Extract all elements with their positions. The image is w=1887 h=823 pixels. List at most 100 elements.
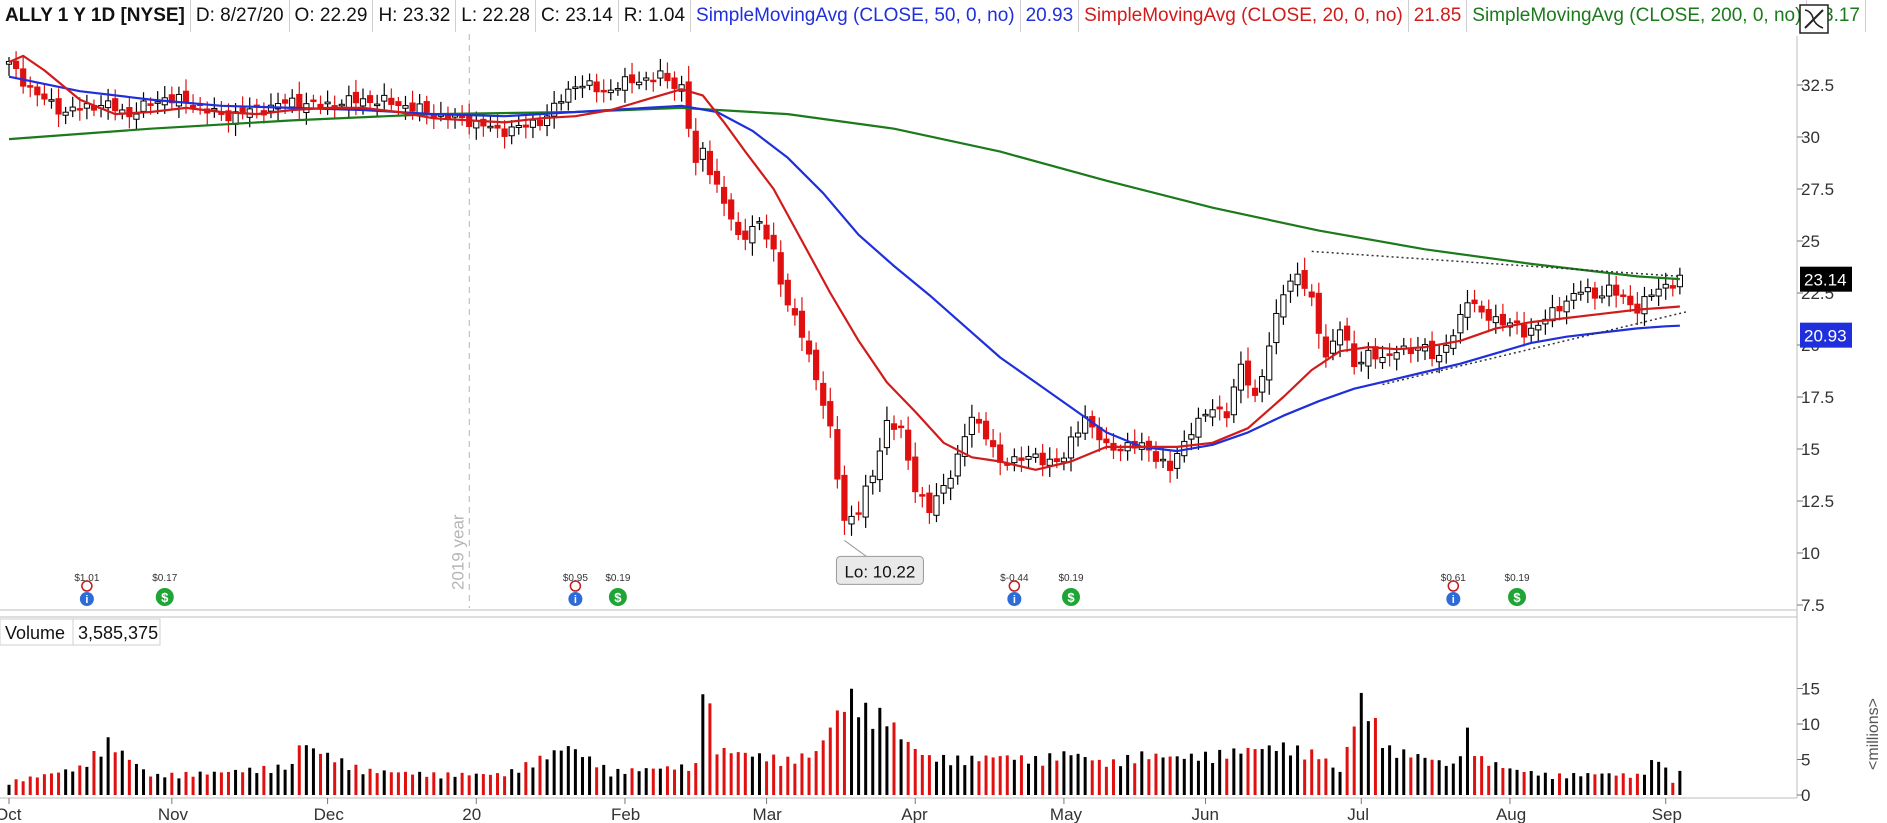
candle xyxy=(41,83,48,106)
candle-body xyxy=(211,107,218,111)
dividend-marker[interactable]: $0.19 $ xyxy=(1505,573,1530,606)
candle xyxy=(813,342,820,391)
dividend-dollar-icon xyxy=(155,588,174,606)
candle xyxy=(1591,281,1599,310)
sma20-study-label[interactable]: SimpleMovingAvg (CLOSE, 20, 0, no) xyxy=(1079,0,1409,32)
candle-body xyxy=(402,105,409,109)
volume-bar xyxy=(566,746,570,795)
time-tick-label: Mar xyxy=(753,805,783,823)
candle xyxy=(69,96,76,118)
volume-bar xyxy=(1487,765,1491,795)
volume-bar xyxy=(1012,759,1016,795)
volume-bar xyxy=(1317,759,1321,795)
volume-bar xyxy=(7,784,11,795)
candle xyxy=(1167,451,1174,483)
candle-body xyxy=(1393,352,1400,360)
earnings-marker[interactable]: $-0.44 i xyxy=(1000,573,1029,606)
volume-bar xyxy=(814,751,818,795)
candle-body xyxy=(763,224,770,240)
candle-body xyxy=(69,106,76,112)
candle-body xyxy=(1669,285,1676,289)
candle xyxy=(1039,444,1046,477)
candle-body xyxy=(1251,387,1259,396)
time-tick-label: Apr xyxy=(901,805,928,823)
volume-value: 3,585,375 xyxy=(78,623,158,643)
candle-body xyxy=(579,85,586,89)
candle xyxy=(1237,351,1245,404)
candle xyxy=(1251,379,1259,403)
candle xyxy=(133,102,140,131)
candle xyxy=(1351,330,1358,375)
earnings-info-icon xyxy=(79,592,94,606)
volume-bar xyxy=(913,748,917,795)
candle xyxy=(713,158,721,193)
candle-body xyxy=(990,440,997,448)
candle xyxy=(706,140,714,185)
volume-bar xyxy=(757,753,761,795)
candle xyxy=(83,94,90,120)
dividend-marker[interactable]: $0.17 $ xyxy=(152,573,178,606)
candle-body xyxy=(1648,294,1655,298)
candle-body xyxy=(225,110,232,122)
candle xyxy=(1294,262,1301,297)
volume-bar xyxy=(1175,756,1179,795)
candle-body xyxy=(1443,344,1450,353)
candle xyxy=(650,72,657,92)
candle xyxy=(735,212,742,241)
candle-body xyxy=(1202,413,1209,417)
time-tick-label: 20 xyxy=(462,805,481,823)
candle xyxy=(345,85,352,119)
drawing-tool-icon[interactable] xyxy=(1797,2,1831,36)
candle xyxy=(968,404,975,448)
candle xyxy=(671,71,678,101)
sma50-study-label[interactable]: SimpleMovingAvg (CLOSE, 50, 0, no) xyxy=(691,0,1021,32)
volume-bar xyxy=(920,754,924,795)
volume-bar xyxy=(1211,762,1215,795)
volume-bar xyxy=(1062,751,1066,795)
candle-body xyxy=(1329,340,1337,354)
candle xyxy=(62,106,69,125)
candle xyxy=(466,103,473,135)
volume-bar xyxy=(219,772,223,795)
earnings-marker[interactable]: $0.61 i xyxy=(1441,573,1466,606)
candle xyxy=(1046,447,1053,477)
sma200-study-text: SimpleMovingAvg (CLOSE, 200, 0, no) xyxy=(1472,5,1802,26)
price-tick-label: 15 xyxy=(1801,440,1820,459)
candle-body xyxy=(543,115,551,127)
dividend-marker[interactable]: $0.19 $ xyxy=(1058,573,1084,606)
sma20-line xyxy=(8,54,1680,471)
earnings-marker[interactable]: $1.01 i xyxy=(74,573,100,606)
candle-body xyxy=(189,104,197,108)
earnings-marker[interactable]: $0.95 i xyxy=(563,573,588,606)
candle xyxy=(1457,304,1464,344)
volume-bar xyxy=(1522,771,1526,795)
candle xyxy=(374,94,381,117)
volume-bar xyxy=(1678,770,1682,795)
candle xyxy=(388,88,395,110)
volume-bar xyxy=(701,694,705,795)
volume-bar xyxy=(1593,774,1597,795)
candle-body xyxy=(841,474,848,521)
candle xyxy=(607,79,614,101)
candle-body xyxy=(168,94,175,104)
candle-body xyxy=(494,124,501,129)
dividend-marker[interactable]: $0.19 $ xyxy=(605,573,631,606)
volume-bar xyxy=(361,774,365,795)
volume-bar xyxy=(1034,756,1038,795)
candle xyxy=(1542,309,1549,335)
candle xyxy=(480,113,487,137)
volume-bar xyxy=(821,740,825,795)
candle-body xyxy=(975,418,983,424)
candle xyxy=(565,81,572,111)
volume-bar xyxy=(1083,757,1087,795)
candle-body xyxy=(855,512,862,515)
candle xyxy=(551,90,558,129)
volume-bar xyxy=(163,777,167,795)
volume-bar xyxy=(14,779,18,795)
symbol-label[interactable]: ALLY 1 Y 1D [NYSE] xyxy=(0,0,191,32)
candle xyxy=(791,298,798,326)
candle xyxy=(543,104,551,137)
candle-body xyxy=(749,225,756,244)
candle xyxy=(1407,337,1414,363)
